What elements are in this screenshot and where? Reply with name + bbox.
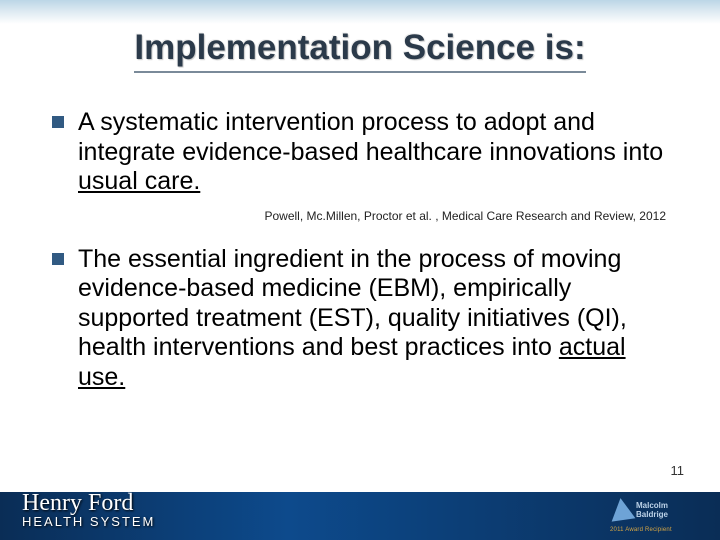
logo-right-sub: 2011 Award Recipient: [610, 527, 672, 533]
baldrige-logo: Malcolm Baldrige 2011 Award Recipient: [606, 490, 694, 534]
bullet-list: A systematic intervention process to ado…: [50, 108, 670, 197]
bullet-list: The essential ingredient in the process …: [50, 245, 670, 393]
logo-left-line1: Henry Ford: [22, 490, 133, 516]
bullet-text: A systematic intervention process to ado…: [78, 108, 663, 166]
content-area: A systematic intervention process to ado…: [50, 108, 670, 404]
bullet-text: The essential ingredient in the process …: [78, 245, 627, 362]
bullet-underlined: usual care.: [78, 167, 200, 195]
logo-right-name: Malcolm Baldrige: [636, 502, 694, 520]
citation-text: Powell, Mc.Millen, Proctor et al. , Medi…: [50, 209, 670, 223]
bullet-item: A systematic intervention process to ado…: [50, 108, 670, 197]
logo-left-line2: HEALTH SYSTEM: [22, 516, 155, 528]
top-gradient-band: [0, 0, 720, 24]
triangle-icon: [609, 496, 636, 521]
henry-ford-logo: Henry Ford HEALTH SYSTEM: [22, 493, 155, 528]
slide-title: Implementation Science is:: [134, 28, 585, 73]
page-number: 11: [671, 463, 685, 478]
title-area: Implementation Science is:: [0, 28, 720, 73]
bullet-item: The essential ingredient in the process …: [50, 245, 670, 393]
footer-bar: Henry Ford HEALTH SYSTEM Malcolm Baldrig…: [0, 492, 720, 540]
